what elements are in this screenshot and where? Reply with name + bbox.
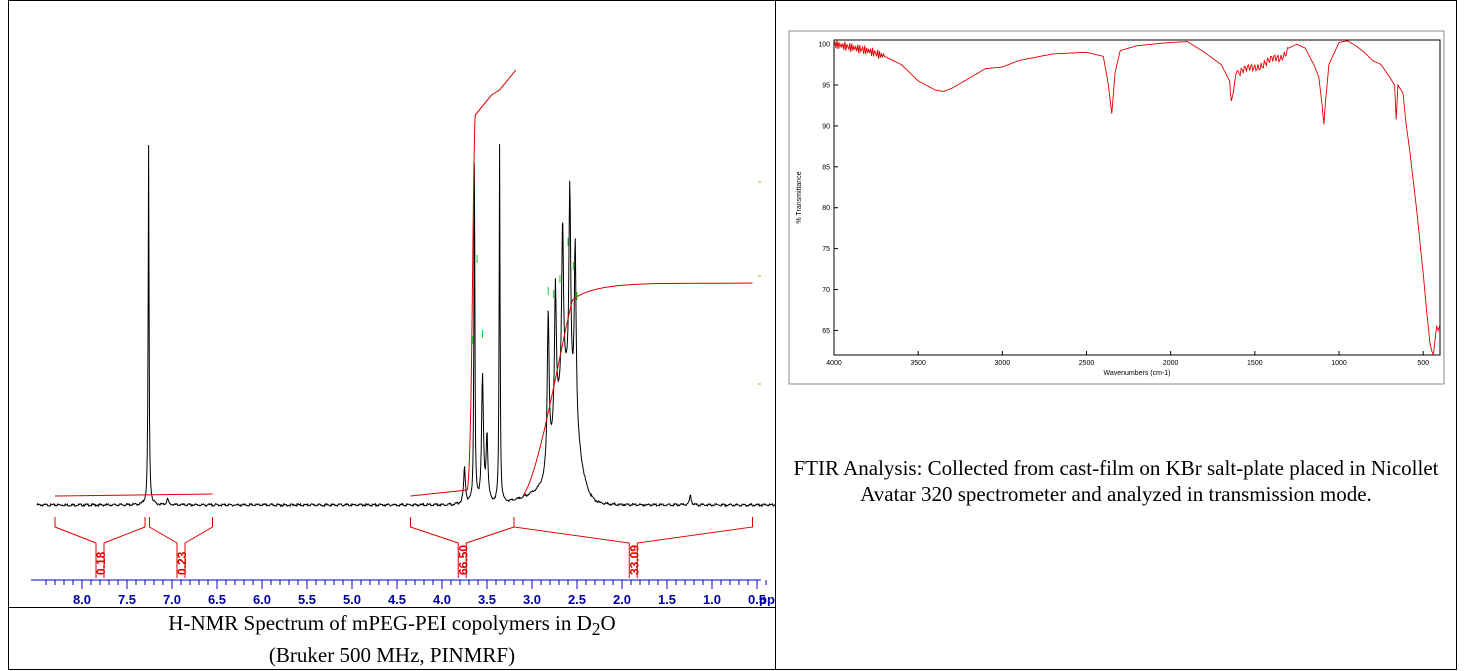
ftir-y-tick-label-65: 65: [822, 328, 830, 335]
ftir-x-tick-label-2500: 2500: [1079, 360, 1095, 367]
nmr-caption: H-NMR Spectrum of mPEG-PEI copolymers in…: [9, 610, 775, 668]
nmr-x-tick-label-3.0: 3.0: [523, 592, 541, 606]
integral-label-3: 66.50: [456, 545, 470, 575]
nmr-caption-line1-end: O: [600, 611, 616, 635]
integral-bracket-4: 33.09: [513, 517, 753, 578]
column-divider: [775, 0, 776, 670]
nmr-x-tick-label-6.0: 6.0: [253, 592, 271, 606]
nmr-x-tick-label-2.5: 2.5: [568, 592, 586, 606]
nmr-x-tick-label-2.0: 2.0: [613, 592, 631, 606]
nmr-x-tick-label-7.0: 7.0: [163, 592, 181, 606]
integral-bracket-shape-1: [54, 517, 146, 578]
nmr-caption-line1: H-NMR Spectrum of mPEG-PEI copolymers in…: [168, 611, 592, 635]
integral-curve-1: [54, 493, 213, 497]
nmr-x-tick-label-8.0: 8.0: [73, 592, 91, 606]
nmr-caption-subscript: 2: [591, 619, 601, 640]
ftir-x-tick-label-500: 500: [1417, 360, 1429, 367]
nmr-spectrum-line: [36, 144, 775, 508]
ftir-y-tick-label-75: 75: [822, 246, 830, 253]
integral-bracket-shape-4: [513, 517, 753, 578]
integral-label-1: 0.18: [94, 551, 108, 575]
ftir-x-tick-label-1000: 1000: [1331, 360, 1347, 367]
ftir-spectrum-chart: 4000 3500 3000 2500 2000 1500 1000 500 65 70 75 80 8…: [788, 30, 1445, 385]
ftir-spectrum-line: [833, 40, 1441, 356]
ftir-y-axis-label: % Transmittance: [796, 171, 803, 223]
nmr-x-tick-label-4.5: 4.5: [388, 592, 406, 606]
ftir-x-tick-label-1500: 1500: [1247, 360, 1263, 367]
nmr-x-tick-label-4.0: 4.0: [433, 592, 451, 606]
ftir-y-tick-label-100: 100: [818, 42, 830, 49]
nmr-x-tick-label-6.5: 6.5: [208, 592, 226, 606]
ftir-y-tick-label-80: 80: [822, 205, 830, 212]
nmr-x-axis-unit: ppm: [759, 592, 775, 606]
ftir-y-tick-label-85: 85: [822, 164, 830, 171]
nmr-x-tick-label-5.5: 5.5: [298, 592, 316, 606]
ftir-x-tick-label-3500: 3500: [910, 360, 926, 367]
ftir-x-tick-label-4000: 4000: [826, 360, 842, 367]
ftir-caption: FTIR Analysis: Collected from cast-film …: [793, 456, 1439, 506]
integral-bracket-shape-2: [149, 517, 213, 578]
ftir-x-axis-label: Wavenumbers (cm-1): [1103, 370, 1170, 377]
ftir-plot-area: [833, 39, 1441, 356]
ftir-y-tick-label-90: 90: [822, 123, 830, 130]
nmr-caption-line2: (Bruker 500 MHz, PINMRF): [268, 643, 516, 668]
ftir-y-tick-label-95: 95: [822, 83, 830, 90]
integral-bracket-1: 0.18: [54, 517, 146, 578]
integral-bracket-3: 66.50: [410, 517, 515, 578]
ftir-x-tick-label-2000: 2000: [1163, 360, 1179, 367]
nmr-x-tick-label-5.0: 5.0: [343, 592, 361, 606]
integral-curve-3: [522, 282, 753, 497]
ftir-y-tick-label-70: 70: [822, 287, 830, 294]
ftir-x-tick-label-3000: 3000: [995, 360, 1011, 367]
caption-divider: [8, 607, 776, 608]
figure-table: [8, 0, 1457, 670]
integral-bracket-2: 0.23: [149, 517, 213, 578]
nmr-x-tick-label-3.5: 3.5: [478, 592, 496, 606]
integral-label-2: 0.23: [175, 551, 189, 575]
integral-label-4: 33.09: [627, 545, 641, 575]
nmr-x-tick-label-1.5: 1.5: [658, 592, 676, 606]
nmr-x-tick-label-0.5: 0.5: [748, 592, 766, 606]
integral-curve-2: [410, 69, 517, 497]
nmr-x-tick-label-1.0: 1.0: [703, 592, 721, 606]
nmr-spectrum-chart: 0.18 0.23 66.50 33.09 8.0 7.5 7.0 6.5 6.0 5.5 5.0 4…: [31, 69, 775, 606]
nmr-x-tick-label-7.5: 7.5: [118, 592, 136, 606]
